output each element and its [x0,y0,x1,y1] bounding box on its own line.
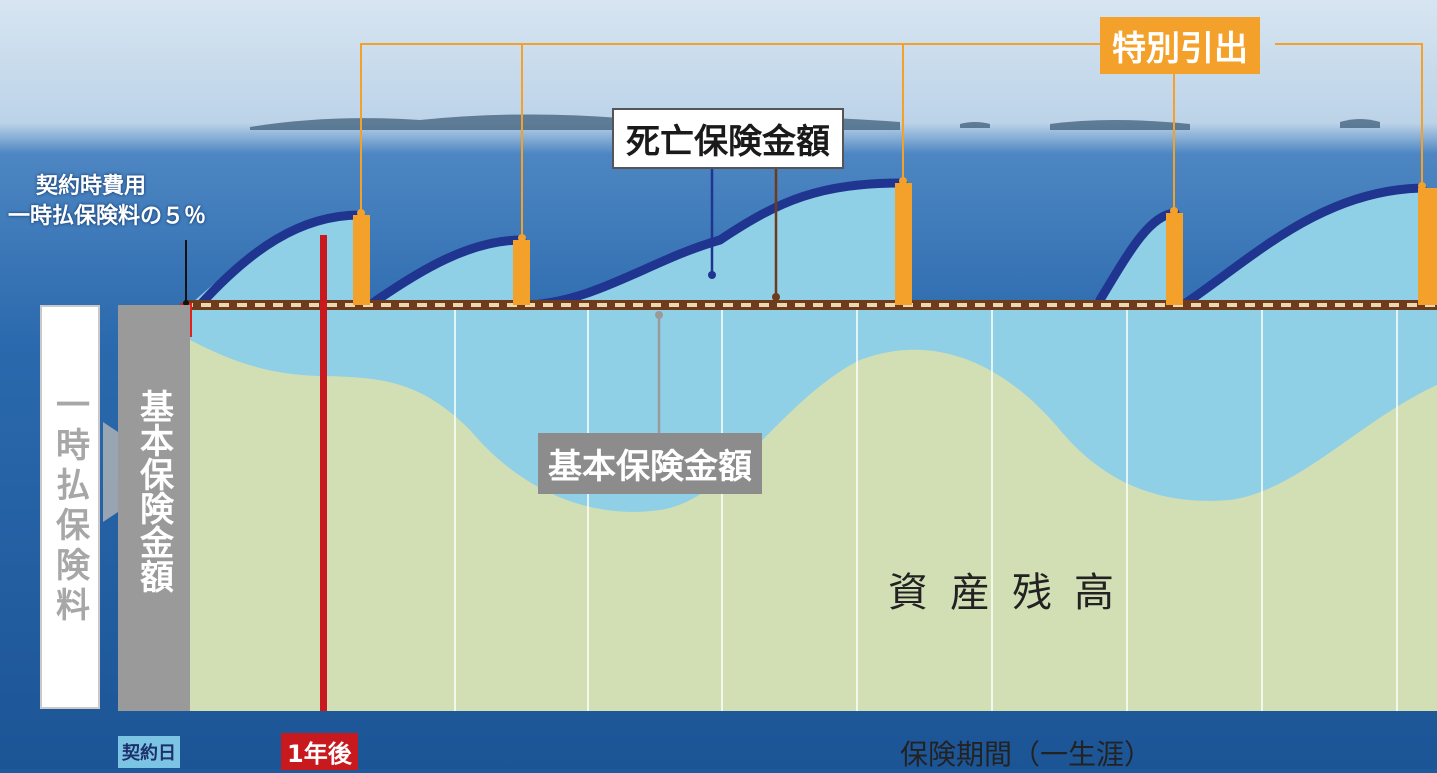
basic-sum-vertical-label: 基本保険金額 [133,389,174,593]
withdrawal-bars [353,183,1437,305]
contract-date-label: 契約日 [118,736,180,768]
basic-sum-column: 基本保険金額 [118,305,190,711]
death-benefit-pointer-blue-dot [708,271,716,279]
contract-fee-pointer-dot [183,300,189,306]
asset-balance-area [190,340,1437,711]
basic-sum-line [185,300,1437,310]
contract-fee-note: 契約時費用 一時払保険料の５％ [8,172,248,232]
basic-sum-pointer-dot [655,311,663,319]
death-benefit-pointer-brown-dot [772,293,780,301]
death-benefit-label: 死亡保険金額 [612,108,844,169]
single-premium-label: 一時払保険料 [49,387,90,627]
contract-fee-title: 契約時費用 [36,174,147,199]
contract-fee-detail: 一時払保険料の５％ [8,204,207,229]
asset-balance-label: 資産残高 [888,570,1136,616]
special-withdrawal-label: 特別引出 [1100,17,1260,74]
withdrawal-dots [357,177,1426,242]
one-year-line [320,235,327,711]
withdrawal-brackets [360,43,1423,240]
single-premium-column: 一時払保険料 [40,305,100,709]
death-benefit-curve [195,178,1427,310]
death-benefit-area [190,183,1437,305]
one-year-after-label: 1年後 [281,733,358,770]
conversion-arrow [103,422,118,522]
vertical-gridlines [454,310,1398,711]
basic-sum-label: 基本保険金額 [538,433,762,494]
insurance-period-label: 保険期間（一生涯） [900,738,1153,771]
below-line-dip [530,305,1100,345]
